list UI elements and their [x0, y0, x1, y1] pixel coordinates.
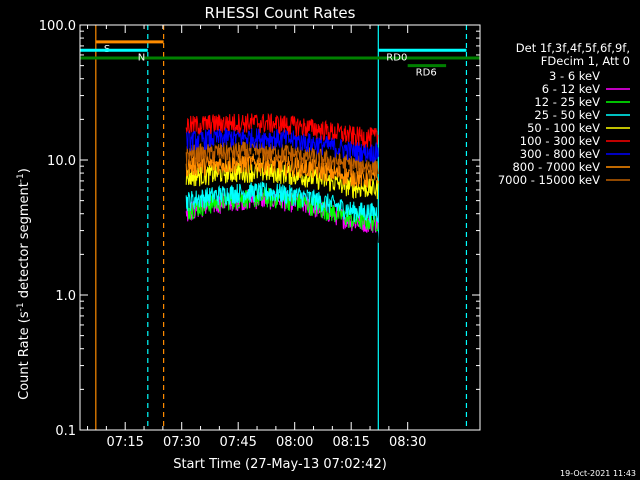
- legend-label-5: 100 - 300 keV: [520, 134, 600, 148]
- x-axis-label: Start Time (27-May-13 07:02:42): [173, 457, 387, 472]
- y-axis-label-sup1: -1: [16, 302, 26, 311]
- footer-timestamp: 19-Oct-2021 11:43: [560, 469, 636, 478]
- legend-header-1: Det 1f,3f,4f,5f,6f,9f,: [516, 41, 630, 55]
- series-line-7: [185, 153, 379, 189]
- y-axis-label-main: Count Rate (s: [17, 311, 32, 400]
- y-axis-label-end: ): [17, 168, 32, 173]
- y-tick-label-2: 1.0: [55, 289, 76, 304]
- x-tick-label-5: 08:30: [389, 435, 426, 450]
- marker-label-rd6: RD6: [416, 68, 437, 79]
- legend-label-3: 25 - 50 keV: [534, 108, 600, 122]
- legend-label-7: 800 - 7000 keV: [512, 160, 600, 174]
- y-axis-label-mid: detector segment: [17, 182, 32, 302]
- y-axis-label: Count Rate (s-1 detector segment-1): [16, 168, 32, 400]
- legend-label-0: 3 - 6 keV: [549, 69, 600, 83]
- x-tick-label-0: 07:15: [106, 435, 143, 450]
- series-line-6: [185, 127, 379, 163]
- axes-frame: [79, 24, 481, 431]
- legend-label-2: 12 - 25 keV: [534, 95, 600, 109]
- series-line-3: [185, 181, 379, 224]
- legend-label-6: 300 - 800 keV: [520, 147, 600, 161]
- y-tick-label-3: 0.1: [55, 424, 76, 439]
- legend-header-2: FDecim 1, Att 0: [541, 54, 630, 68]
- x-tick-label-2: 07:45: [219, 435, 256, 450]
- y-tick-label-1: 10.0: [47, 154, 76, 169]
- marker-label-rd0: RD0: [386, 52, 407, 63]
- legend-label-8: 7000 - 15000 keV: [498, 173, 600, 187]
- x-tick-label-1: 07:30: [163, 435, 200, 450]
- legend-label-1: 6 - 12 keV: [542, 82, 600, 96]
- y-axis-label-sup2: -1: [16, 173, 26, 182]
- y-tick-label-0: 100.0: [39, 19, 76, 34]
- chart-title: RHESSI Count Rates: [205, 4, 356, 22]
- plot-area: SNRD0RD6100.010.01.00.107:1507:3007:4508…: [39, 19, 481, 450]
- series-line-5: [185, 112, 379, 148]
- marker-label-n: N: [138, 52, 145, 63]
- x-tick-label-3: 08:00: [276, 435, 313, 450]
- legend-label-4: 50 - 100 keV: [527, 121, 600, 135]
- x-tick-label-4: 08:15: [332, 435, 369, 450]
